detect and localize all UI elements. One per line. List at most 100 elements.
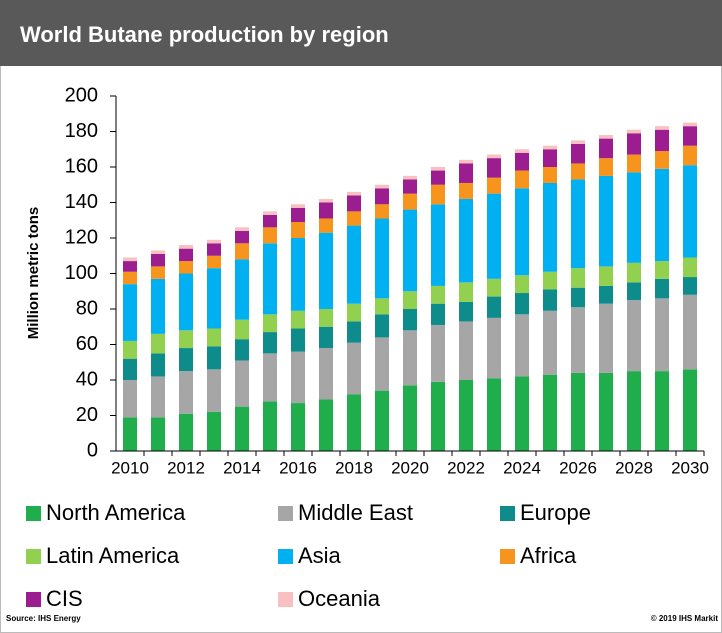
bar-segment [263,243,277,315]
bar-segment [207,411,221,451]
bar-segment [627,172,641,263]
bar-segment [375,298,389,315]
bar-segment [459,321,473,380]
bar-segment [179,348,193,372]
bar-segment [431,381,445,451]
bar-segment [151,417,165,451]
legend-label: North America [46,500,186,525]
bar-segment [319,232,333,309]
y-tick-label: 180 [65,120,98,142]
y-axis-title: Million metric tons [25,207,42,340]
x-tick-label: 2024 [503,458,541,477]
y-tick-label: 120 [65,226,98,248]
bar-segment [235,227,249,231]
bar-segment [655,168,669,262]
bar-segment [627,133,641,155]
bar-segment [319,198,333,203]
bar-segment [151,250,165,254]
bar-segment [571,140,585,144]
bar-segment [179,371,193,414]
legend-swatch [500,506,515,521]
bar-segment [319,348,333,400]
bar-segment [543,167,557,183]
bar-segment [263,332,277,354]
legend-swatch [278,506,293,521]
bar-segment [123,380,137,418]
bar-segment [571,372,585,451]
bar-segment [291,403,305,451]
bar-segment [515,152,529,171]
y-tick-label: 160 [65,155,98,177]
bar-segment [655,261,669,279]
bar-segment [571,268,585,288]
legend-label: Oceania [298,586,381,611]
bar-segment [179,273,193,331]
y-tick-label: 60 [76,333,98,355]
bar-segment [627,371,641,451]
x-tick-label: 2016 [279,458,317,477]
bar-segment [403,209,417,292]
bar-segment [599,158,613,176]
legend-label: Latin America [46,543,180,568]
bar-segment [291,351,305,404]
bar-segment [403,291,417,309]
bar-segment [179,245,193,249]
bar-segment [123,417,137,451]
x-tick-label: 2022 [447,458,485,477]
bar-segment [599,266,613,286]
bar-segment [207,255,221,269]
bar-segment [683,122,697,127]
bar-segment [291,222,305,238]
bar-segment [123,284,137,341]
bar-segment [291,238,305,311]
chart-title: World Butane production by region [20,22,389,47]
y-tick-label: 200 [65,84,98,106]
bar-segment [123,358,137,380]
bar-segment [207,328,221,347]
y-tick-label: 100 [65,262,98,284]
bar-segment [263,314,277,333]
source-note: Source: IHS Energy [6,614,81,623]
bar-segment [375,184,389,189]
bar-segment [599,285,613,304]
bar-segment [571,287,585,308]
bar-segment [627,154,641,173]
bar-segment [347,195,361,212]
copyright-note: © 2019 IHS Markit [651,614,719,623]
bar-segment [347,303,361,322]
bar-segment [123,261,137,272]
bar-segment [319,218,333,233]
bar-segment [571,163,585,180]
bar-segment [487,278,501,297]
bar-segment [515,170,529,189]
legend-label: Africa [520,543,577,568]
bar-segment [655,126,669,130]
bar-segment [375,314,389,338]
bar-segment [291,328,305,352]
bar-segment [403,175,417,180]
x-tick-label: 2012 [167,458,205,477]
bar-segment [207,369,221,412]
bar-segment [655,151,669,169]
bar-segment [683,294,697,370]
bar-segment [235,339,249,361]
bar-segment [319,326,333,349]
legend-label: Europe [520,500,591,525]
bar-segment [515,314,529,377]
bar-segment [515,293,529,315]
bar-segment [599,135,613,139]
y-tick-label: 0 [87,439,98,461]
bar-segment [487,193,501,279]
bar-segment [655,129,669,152]
bar-segment [375,188,389,205]
bar-segment [347,225,361,304]
bar-segment [627,300,641,372]
bar-segment [655,278,669,299]
bar-segment [235,319,249,340]
bar-segment [487,177,501,194]
bar-segment [291,310,305,329]
bar-segment [179,413,193,451]
bar-segment [459,282,473,302]
bar-segment [487,378,501,451]
bar-segment [151,353,165,377]
